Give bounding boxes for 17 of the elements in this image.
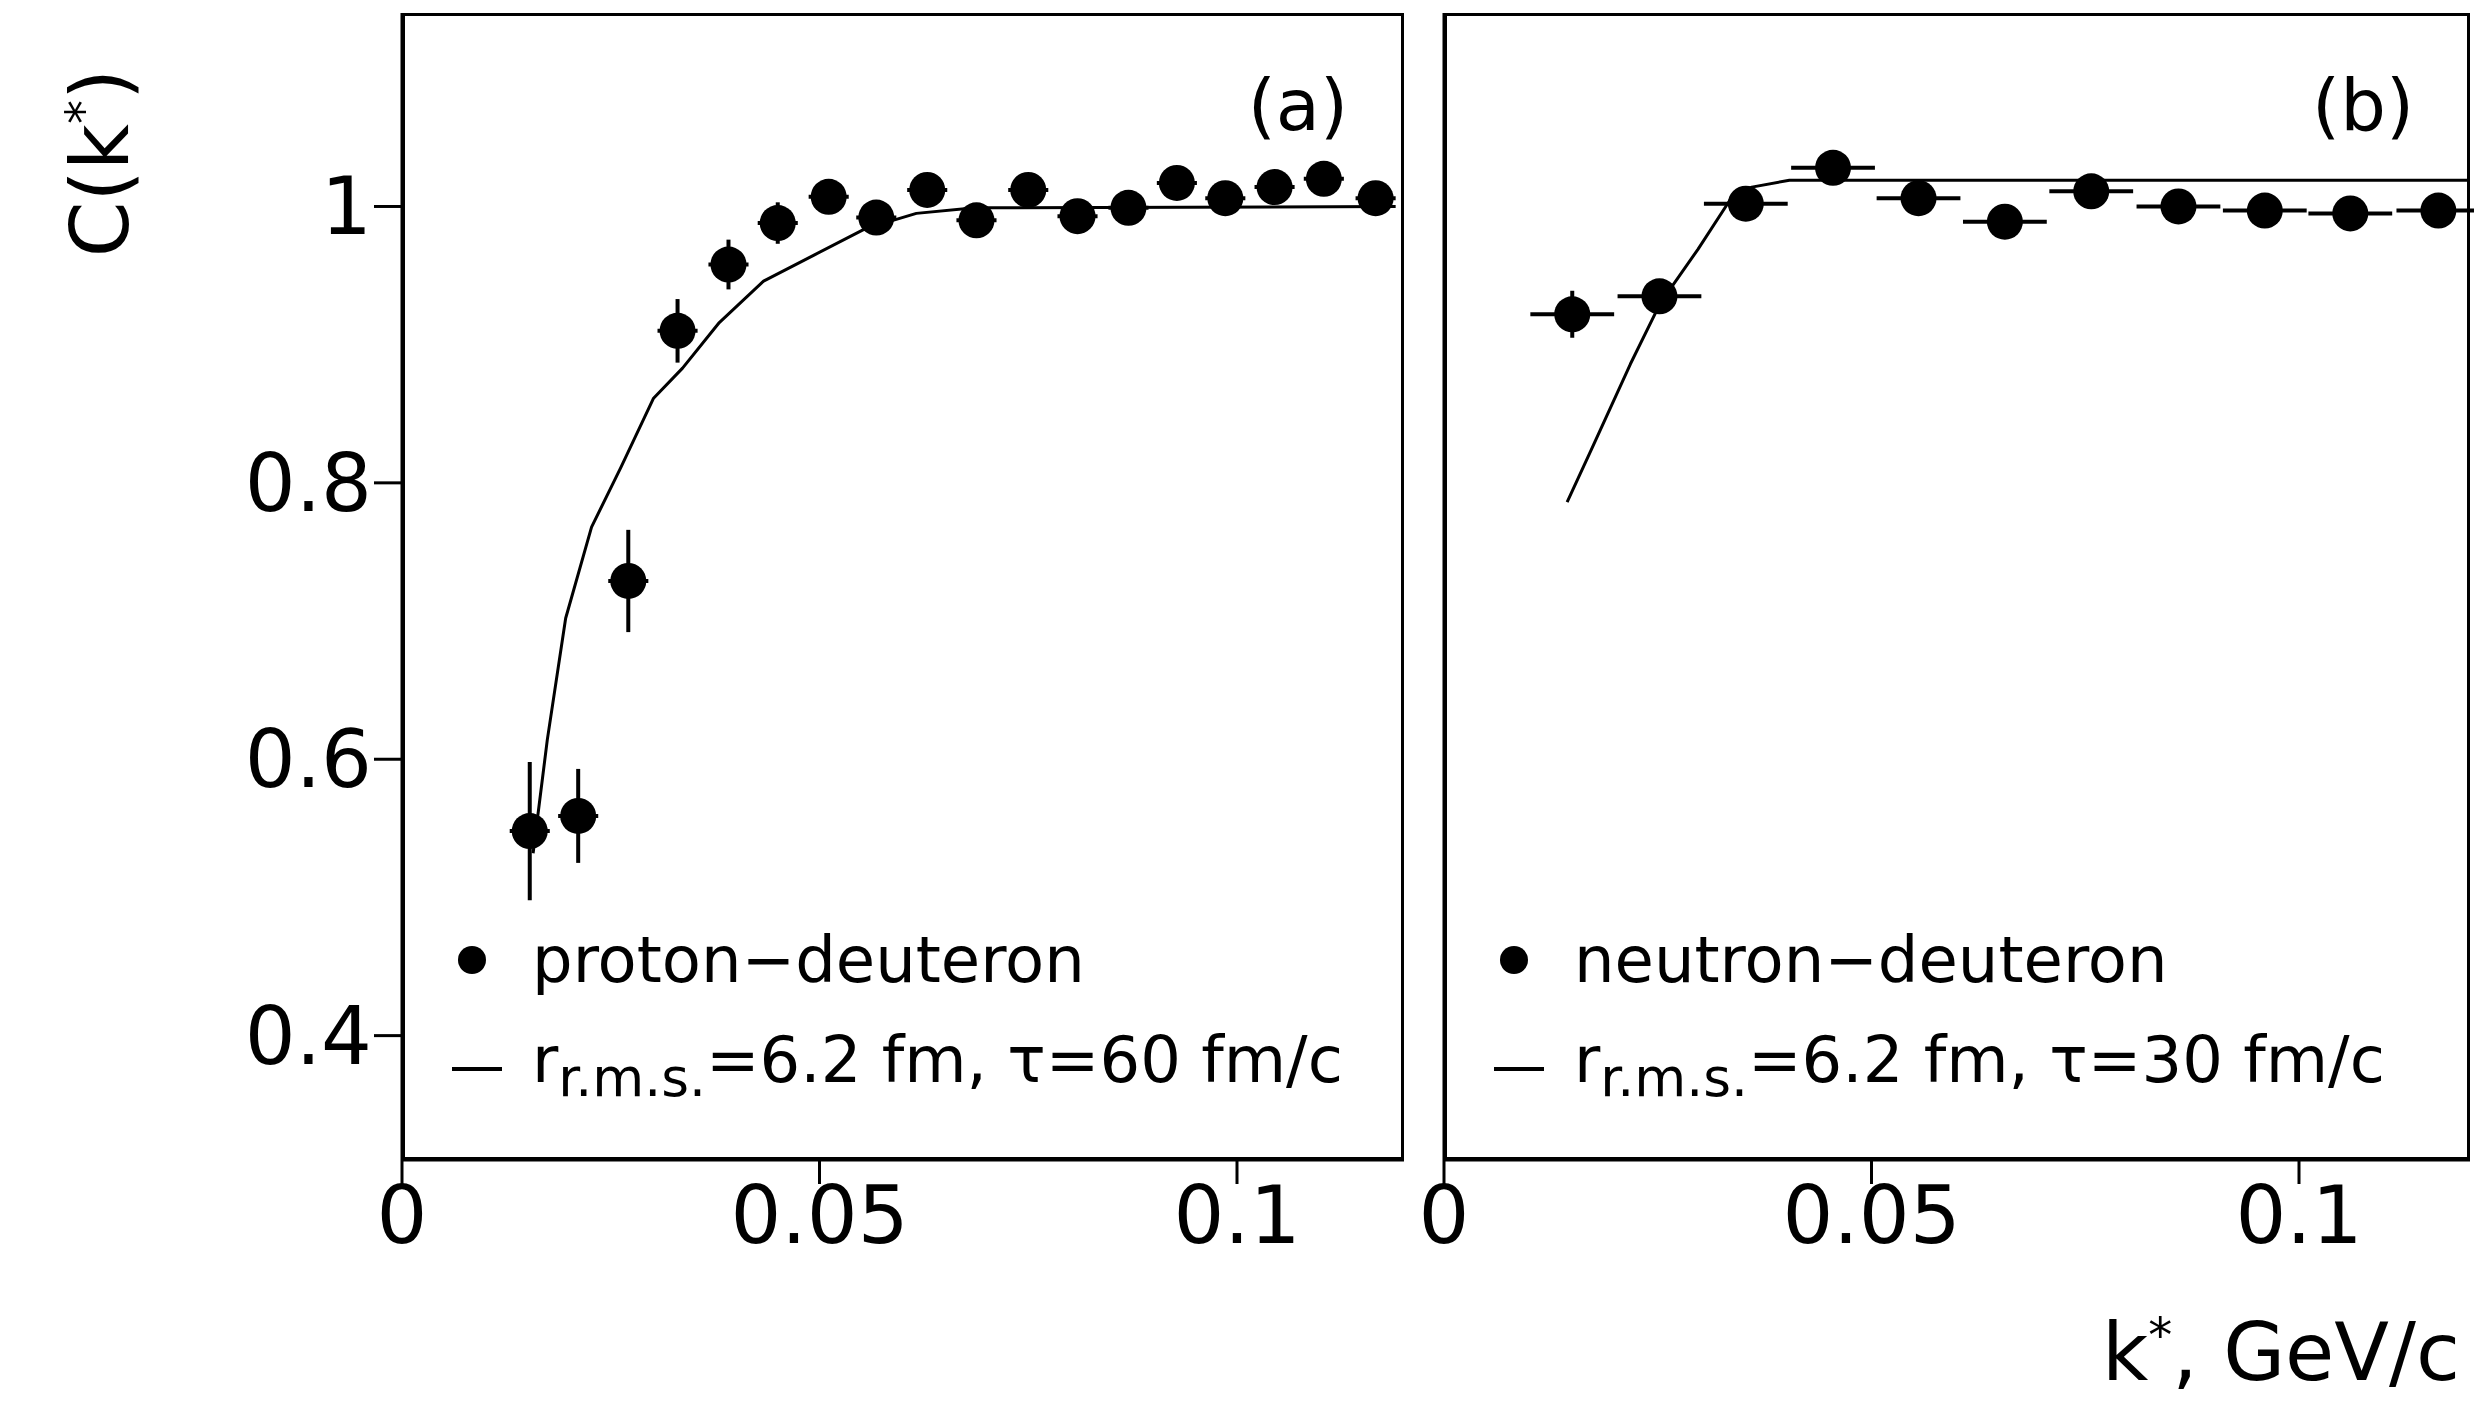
x-axis-title: k$^{*}$, GeV/c bbox=[2101, 1306, 2460, 1399]
legend-label: neutron−deuteron bbox=[1574, 922, 2168, 999]
legend-label: proton−deuteron bbox=[532, 922, 1085, 999]
y-tick-label: 0.6 bbox=[244, 713, 372, 807]
y-tick-label: 0.4 bbox=[244, 989, 372, 1083]
x-tick-label: 0.05 bbox=[1782, 1168, 1961, 1262]
x-tick-label: 0.05 bbox=[730, 1168, 909, 1262]
y-tick-label: 0.8 bbox=[244, 436, 372, 530]
x-tick-label: 0.1 bbox=[1173, 1168, 1301, 1262]
x-tick-label: 0 bbox=[1418, 1168, 1470, 1262]
x-tick-label: 0.1 bbox=[2235, 1168, 2363, 1262]
x-tick-label: 0 bbox=[376, 1168, 428, 1262]
legend-label: r$_{r.m.s.}$=6.2 fm, τ=60 fm/c bbox=[532, 1022, 1343, 1111]
legend-label: r$_{r.m.s.}$=6.2 fm, τ=30 fm/c bbox=[1574, 1022, 2385, 1111]
annotation: (a) bbox=[1247, 63, 1348, 147]
y-tick-label: 1 bbox=[321, 160, 372, 254]
annotation: (b) bbox=[2312, 63, 2414, 147]
